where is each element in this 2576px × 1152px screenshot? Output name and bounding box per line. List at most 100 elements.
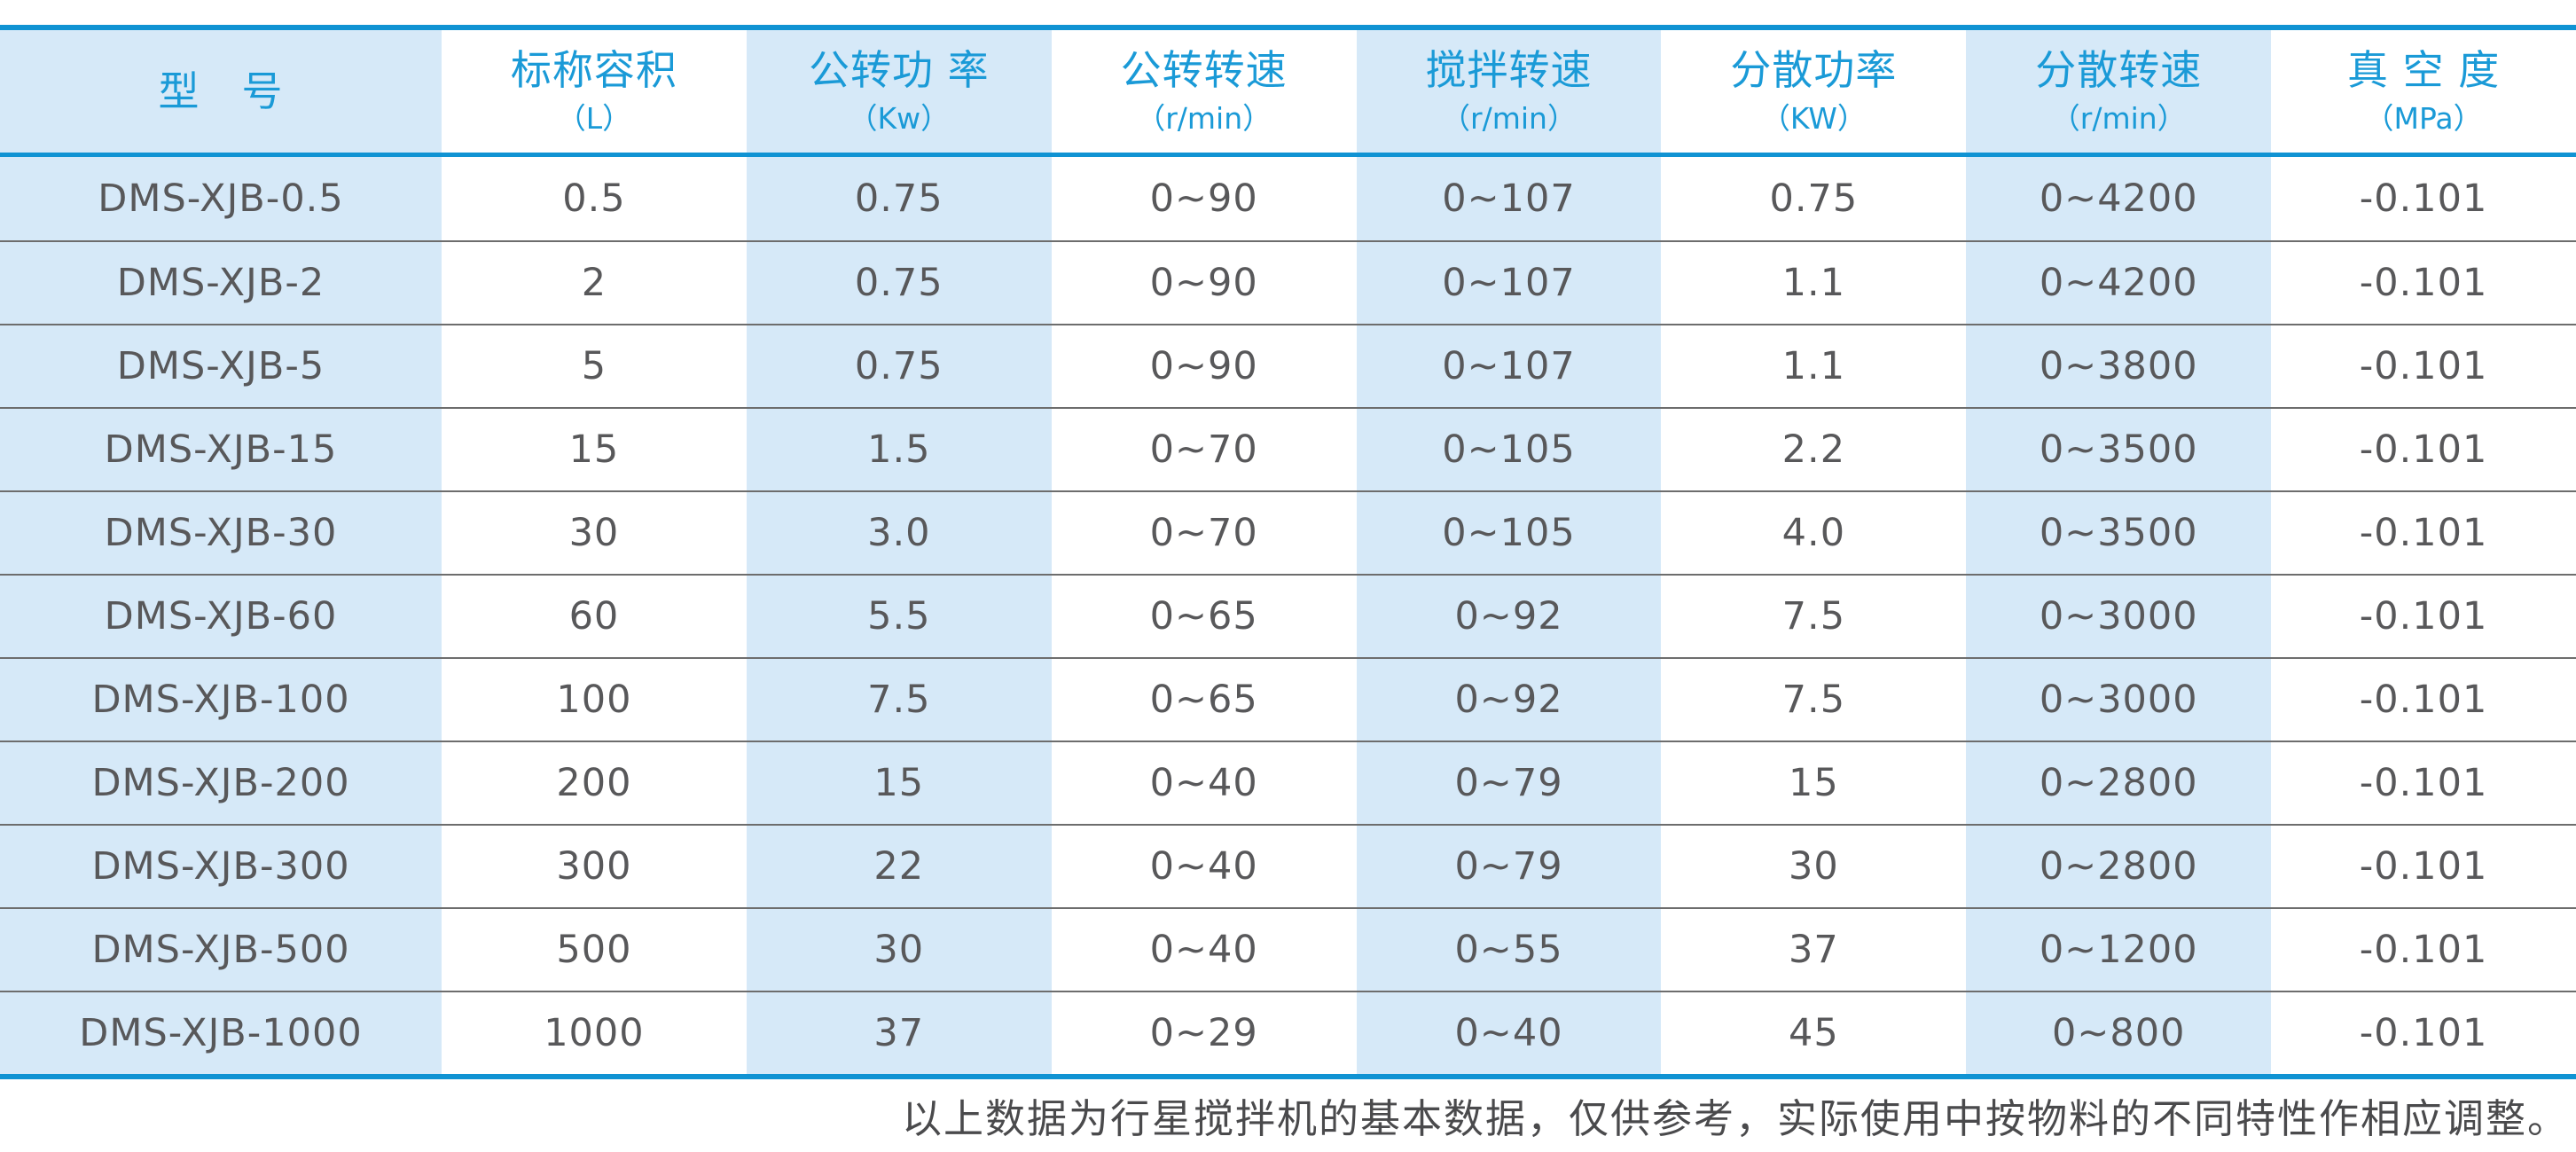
cell-model: DMS-XJB-2: [0, 242, 442, 324]
cell-disp-power: 1.1: [1781, 344, 1846, 388]
column-unit-capacity: （L）: [556, 101, 632, 137]
cell-rev-speed: 0~29: [1149, 1011, 1258, 1055]
cell-disp-power: 7.5: [1781, 678, 1846, 722]
cell-capacity: 5: [581, 344, 607, 388]
table-row: DMS-XJB-300 300 22 0~40 0~79 30 0~2800 -0.101: [0, 824, 2576, 907]
cell-disp-power: 45: [1789, 1011, 1839, 1055]
cell-vacuum: -0.101: [2359, 1011, 2488, 1055]
cell-stir-speed: 0~107: [1356, 242, 1662, 324]
cell-rev-power: 5.5: [746, 576, 1052, 657]
cell-model: DMS-XJB-0.5: [0, 157, 442, 240]
cell-model: DMS-XJB-15: [0, 409, 442, 490]
cell-vacuum: -0.101: [2359, 844, 2488, 889]
cell-stir-speed: 0~92: [1356, 576, 1662, 657]
cell-disp-speed: 0~3500: [1966, 492, 2272, 574]
cell-rev-power: 1.5: [746, 409, 1052, 490]
cell-disp-speed: 0~3000: [1966, 576, 2272, 657]
table-row: DMS-XJB-100 100 7.5 0~65 0~92 7.5 0~3000 -0.101: [0, 657, 2576, 741]
cell-model: DMS-XJB-200: [0, 742, 442, 824]
cell-rev-power: 3.0: [746, 492, 1052, 574]
table-bottom-border: [0, 1074, 2576, 1079]
cell-capacity: 2: [581, 261, 607, 305]
column-title-disp-speed: 分散转速: [2035, 46, 2203, 95]
table-body: DMS-XJB-0.5 0.5 0.75 0~90 0~107 0.75 0~4200 -0.…: [0, 157, 2576, 1074]
cell-disp-power: 1.1: [1781, 261, 1846, 305]
cell-vacuum: -0.101: [2359, 176, 2488, 221]
cell-stir-speed: 0~92: [1356, 659, 1662, 741]
cell-capacity: 60: [568, 594, 620, 639]
cell-disp-speed: 0~4200: [1966, 242, 2272, 324]
column-title-model: 型 号: [158, 67, 284, 115]
column-header-capacity: 标称容积 （L）: [442, 30, 747, 153]
table-row: DMS-XJB-5 5 0.75 0~90 0~107 1.1 0~3800 -0.101: [0, 324, 2576, 407]
column-header-stir-speed: 搅拌转速 （r/min）: [1356, 30, 1662, 153]
cell-stir-speed: 0~105: [1356, 409, 1662, 490]
column-header-rev-speed: 公转转速 （r/min）: [1052, 30, 1357, 153]
spec-table: 型 号 标称容积 （L） 公转功 率 （Kw） 公转转速 （r/min） 搅拌转速 （r/min…: [0, 25, 2576, 1079]
cell-disp-speed: 0~3800: [1966, 325, 2272, 407]
cell-capacity: 30: [568, 511, 620, 555]
cell-vacuum: -0.101: [2359, 678, 2488, 722]
cell-capacity: 0.5: [562, 176, 626, 221]
cell-vacuum: -0.101: [2359, 511, 2488, 555]
cell-disp-speed: 0~3500: [1966, 409, 2272, 490]
cell-stir-speed: 0~105: [1356, 492, 1662, 574]
column-unit-rev-speed: （r/min）: [1136, 101, 1272, 137]
cell-disp-speed: 0~2800: [1966, 742, 2272, 824]
cell-disp-power: 37: [1789, 928, 1839, 972]
table-row: DMS-XJB-200 200 15 0~40 0~79 15 0~2800 -0.101: [0, 741, 2576, 824]
column-header-disp-speed: 分散转速 （r/min）: [1966, 30, 2272, 153]
column-title-disp-power: 分散功率: [1730, 46, 1898, 95]
cell-rev-speed: 0~40: [1149, 844, 1258, 889]
cell-vacuum: -0.101: [2359, 594, 2488, 639]
cell-rev-power: 15: [746, 742, 1052, 824]
cell-rev-speed: 0~90: [1149, 261, 1258, 305]
cell-rev-power: 37: [746, 992, 1052, 1074]
table-row: DMS-XJB-0.5 0.5 0.75 0~90 0~107 0.75 0~4200 -0.…: [0, 157, 2576, 240]
cell-disp-speed: 0~2800: [1966, 826, 2272, 907]
cell-stir-speed: 0~55: [1356, 909, 1662, 991]
cell-capacity: 15: [568, 427, 620, 472]
column-title-rev-power: 公转功 率: [808, 46, 990, 95]
column-unit-stir-speed: （r/min）: [1441, 101, 1577, 137]
cell-model: DMS-XJB-300: [0, 826, 442, 907]
cell-capacity: 200: [556, 761, 632, 805]
cell-rev-speed: 0~65: [1149, 678, 1258, 722]
cell-capacity: 100: [556, 678, 632, 722]
table-row: DMS-XJB-2 2 0.75 0~90 0~107 1.1 0~4200 -0.101: [0, 240, 2576, 324]
cell-rev-speed: 0~90: [1149, 176, 1258, 221]
cell-rev-power: 30: [746, 909, 1052, 991]
cell-stir-speed: 0~79: [1356, 742, 1662, 824]
cell-disp-power: 15: [1789, 761, 1839, 805]
column-title-vacuum: 真 空 度: [2346, 46, 2501, 95]
cell-vacuum: -0.101: [2359, 427, 2488, 472]
cell-rev-power: 0.75: [746, 325, 1052, 407]
cell-stir-speed: 0~107: [1356, 325, 1662, 407]
cell-rev-power: 0.75: [746, 242, 1052, 324]
cell-disp-power: 2.2: [1781, 427, 1846, 472]
table-header-row: 型 号 标称容积 （L） 公转功 率 （Kw） 公转转速 （r/min） 搅拌转速 （r/min…: [0, 30, 2576, 153]
cell-vacuum: -0.101: [2359, 761, 2488, 805]
cell-rev-power: 22: [746, 826, 1052, 907]
column-header-vacuum: 真 空 度 （MPa）: [2271, 30, 2576, 153]
table-row: DMS-XJB-60 60 5.5 0~65 0~92 7.5 0~3000 -0.101: [0, 574, 2576, 657]
cell-disp-speed: 0~3000: [1966, 659, 2272, 741]
column-unit-disp-power: （KW）: [1760, 101, 1867, 137]
table-row: DMS-XJB-15 15 1.5 0~70 0~105 2.2 0~3500 -0.101: [0, 407, 2576, 490]
header-divider: [0, 153, 2576, 157]
cell-stir-speed: 0~40: [1356, 992, 1662, 1074]
cell-capacity: 500: [556, 928, 632, 972]
cell-capacity: 1000: [544, 1011, 645, 1055]
cell-model: DMS-XJB-1000: [0, 992, 442, 1074]
cell-rev-speed: 0~70: [1149, 427, 1258, 472]
column-header-rev-power: 公转功 率 （Kw）: [746, 30, 1052, 153]
cell-disp-speed: 0~1200: [1966, 909, 2272, 991]
cell-rev-speed: 0~40: [1149, 761, 1258, 805]
column-unit-vacuum: （MPa）: [2364, 101, 2483, 137]
cell-vacuum: -0.101: [2359, 928, 2488, 972]
cell-rev-speed: 0~40: [1149, 928, 1258, 972]
cell-disp-power: 4.0: [1781, 511, 1846, 555]
cell-rev-speed: 0~70: [1149, 511, 1258, 555]
table-row: DMS-XJB-30 30 3.0 0~70 0~105 4.0 0~3500 -0.101: [0, 490, 2576, 574]
